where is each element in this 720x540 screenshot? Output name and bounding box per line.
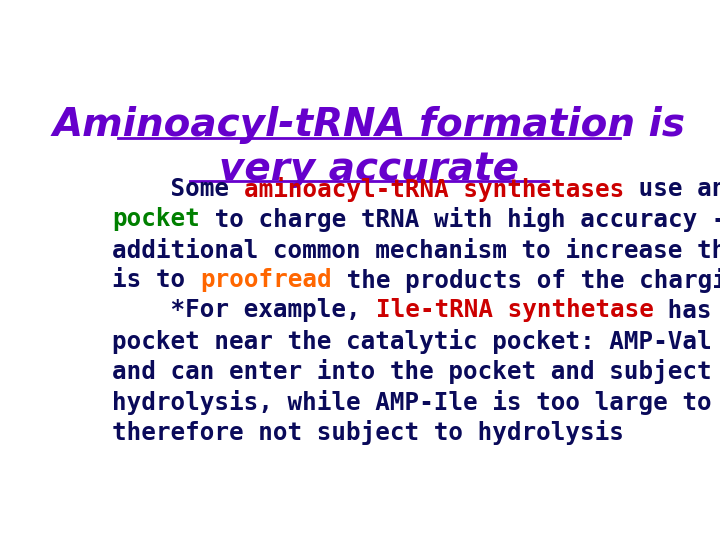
Text: very accurate: very accurate	[219, 150, 519, 188]
Text: Ile-tRNA synthetase: Ile-tRNA synthetase	[376, 299, 654, 322]
Text: additional common mechanism to increase the fidelity: additional common mechanism to increase …	[112, 238, 720, 263]
Text: Aminoacyl-tRNA formation is: Aminoacyl-tRNA formation is	[53, 106, 685, 144]
Text: therefore not subject to hydrolysis: therefore not subject to hydrolysis	[112, 420, 624, 445]
Text: to charge tRNA with high accuracy -one: to charge tRNA with high accuracy -one	[200, 207, 720, 232]
Text: pocket: pocket	[112, 207, 200, 232]
Text: aminoacyl-tRNA synthetases: aminoacyl-tRNA synthetases	[244, 177, 624, 202]
Text: use an: use an	[624, 177, 720, 201]
Text: is to: is to	[112, 268, 200, 292]
Text: has a editing: has a editing	[654, 299, 720, 323]
Text: and can enter into the pocket and subject to: and can enter into the pocket and subjec…	[112, 359, 720, 384]
Text: *For example,: *For example,	[112, 299, 376, 322]
Text: hydrolysis, while AMP-Ile is too large to enter and is: hydrolysis, while AMP-Ile is too large t…	[112, 389, 720, 415]
Text: the products of the charging reaction: the products of the charging reaction	[332, 268, 720, 293]
Text: Some: Some	[112, 177, 244, 201]
Text: pocket near the catalytic pocket: AMP-Val is small: pocket near the catalytic pocket: AMP-Va…	[112, 329, 720, 354]
Text: proofread: proofread	[200, 268, 332, 292]
